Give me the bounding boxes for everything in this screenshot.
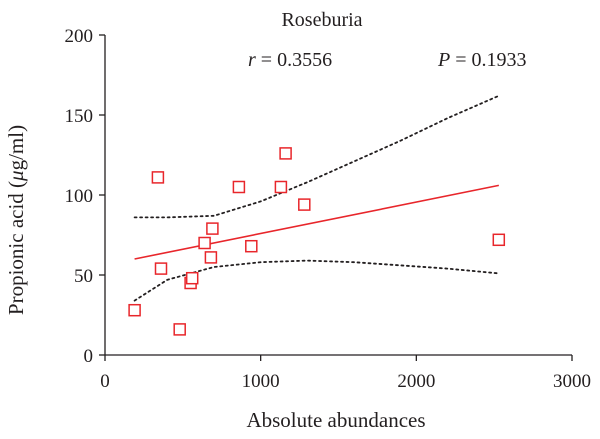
y-tick-label: 150 <box>65 106 94 127</box>
data-point <box>185 271 199 285</box>
data-point <box>492 233 506 247</box>
y-tick-label: 0 <box>84 346 94 367</box>
x-tick-label: 3000 <box>553 371 591 392</box>
data-point <box>232 180 246 194</box>
x-tick-label: 2000 <box>397 371 435 392</box>
y-tick-label: 100 <box>65 186 94 207</box>
y-axis-label-pre: Propionic acid ( <box>4 181 28 315</box>
data-point <box>204 251 218 264</box>
x-tick-label: 1000 <box>242 371 280 392</box>
data-point <box>298 198 311 211</box>
axes: 0 1000 2000 3000 0 50 100 150 200 <box>65 26 592 392</box>
data-points <box>128 147 506 336</box>
data-point <box>245 239 258 253</box>
regression-line <box>134 184 499 260</box>
p-value: = 0.1933 <box>450 49 526 71</box>
correlation-stat: r = 0.3556 <box>248 49 332 71</box>
x-axis-label: Absolute abundances <box>246 408 425 432</box>
x-tick-label: 0 <box>100 371 110 392</box>
r-value: = 0.3556 <box>256 49 332 71</box>
regression-line-group <box>134 184 499 260</box>
r-symbol: r <box>248 49 256 71</box>
ci-lower-curve <box>133 259 500 302</box>
confidence-band <box>133 94 500 302</box>
data-point <box>128 303 141 317</box>
y-tick-label: 50 <box>74 266 93 287</box>
y-tick-label: 200 <box>65 26 94 47</box>
data-point <box>173 323 186 336</box>
data-point <box>274 180 288 194</box>
ci-upper-curve <box>133 94 500 219</box>
p-value-stat: P = 0.1933 <box>437 49 527 71</box>
data-point <box>151 171 165 184</box>
p-symbol: P <box>437 49 450 71</box>
chart-title: Roseburia <box>281 9 362 31</box>
y-axis-label: Propionic acid (μg/ml) <box>4 125 28 315</box>
y-axis-label-mu: μ <box>4 170 28 182</box>
data-point <box>154 262 168 275</box>
data-point <box>198 236 211 250</box>
y-axis-label-post: g/ml) <box>4 125 28 171</box>
data-point <box>279 147 292 160</box>
data-point <box>206 222 219 235</box>
